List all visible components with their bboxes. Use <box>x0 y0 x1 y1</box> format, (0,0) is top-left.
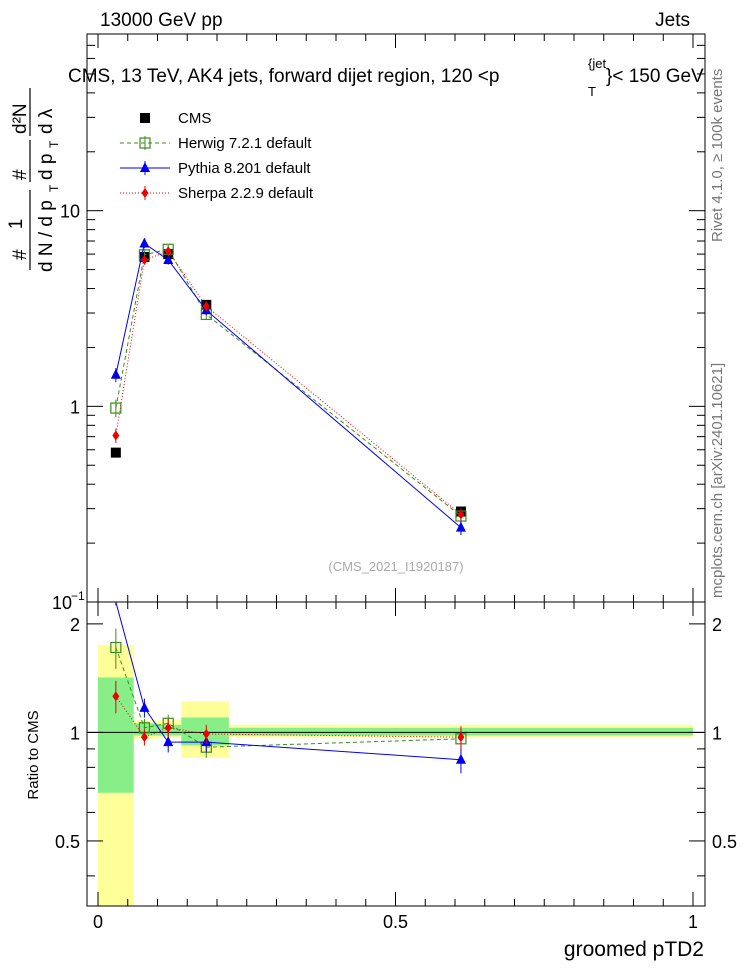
mcplots-label: mcplots.cern.ch [arXiv:2401.10621] <box>709 363 726 598</box>
ratio-tick-label: 2 <box>70 615 80 635</box>
ratio-tick-label-right: 0.5 <box>712 832 737 852</box>
series-1 <box>110 243 467 523</box>
title-main: CMS, 13 TeV, AK4 jets, forward dijet reg… <box>68 66 499 87</box>
y-tick-label: 10 <box>60 202 80 222</box>
data-point <box>110 447 121 458</box>
x-tick-label: 0.5 <box>383 912 408 932</box>
legend-label: Sherpa 2.2.9 default <box>178 185 314 202</box>
ytitle-frac-num: 1 <box>6 219 27 230</box>
data-point <box>139 237 150 248</box>
ytitle-lambda: d λ <box>36 108 57 134</box>
data-point <box>455 521 466 532</box>
data-point <box>457 509 465 520</box>
ytitle-deriv-num: d²N <box>10 103 31 134</box>
ratio-point <box>457 732 465 743</box>
series-3 <box>112 246 465 521</box>
ratio-tick-label: 0.5 <box>55 832 80 852</box>
data-point <box>164 246 172 257</box>
y-tick-label: 10 <box>52 593 72 613</box>
legend-entry: Pythia 8.201 default <box>120 160 311 177</box>
series-line <box>115 242 462 528</box>
ratio-point <box>163 736 174 747</box>
data-point <box>140 254 148 265</box>
header-tag: Jets <box>655 10 690 31</box>
legend-label: Herwig 7.2.1 default <box>178 135 312 152</box>
ratio-point <box>455 753 466 764</box>
x-tick-label: 0 <box>93 912 103 932</box>
legend-entry: Sherpa 2.2.9 default <box>120 185 314 202</box>
legend-entry: CMS <box>140 110 211 127</box>
data-point <box>163 253 174 264</box>
ratio-point <box>140 732 148 743</box>
ratio-tick-label-right: 1 <box>712 723 722 743</box>
data-point <box>202 301 210 312</box>
y-tick-label: 1 <box>70 397 80 417</box>
title-tail: }< 150 GeV <box>606 66 704 87</box>
ytitle-frac-den: d N / d p <box>36 200 57 272</box>
ratio-series-0 <box>110 628 467 758</box>
title-subscript: T <box>588 84 596 99</box>
plot-title: CMS, 13 TeV, AK4 jets, forward dijet reg… <box>68 56 704 99</box>
ytitle-hash-a: # <box>10 249 31 260</box>
data-point <box>112 430 120 441</box>
ratio-tick-label-right: 2 <box>712 615 722 635</box>
ratio-point <box>139 701 150 712</box>
ratio-axis-title: Ratio to CMS <box>25 710 42 799</box>
title-superscript: {jet <box>588 56 606 71</box>
ratio-line <box>115 647 461 748</box>
legend-label: Pythia 8.201 default <box>178 160 311 177</box>
ratio-point <box>112 691 120 702</box>
ratio-series-2 <box>112 680 465 749</box>
ratio-bands <box>87 644 705 906</box>
ratio-point <box>164 722 172 733</box>
y-tick-exponent: −1 <box>71 589 85 603</box>
data-point <box>110 368 121 379</box>
ratio-point <box>202 728 210 739</box>
ytitle-sub-a: T <box>47 184 61 192</box>
series-0 <box>110 249 466 517</box>
legend-label: CMS <box>178 110 211 127</box>
y-axis-title: # 1 d N / d p T # d p T d²N d λ <box>6 88 61 272</box>
data-point <box>110 402 122 414</box>
legend-marker <box>141 188 149 198</box>
x-tick-label: 1 <box>688 912 698 932</box>
x-axis-title: groomed pTD2 <box>564 938 704 961</box>
rivet-label: Rivet 4.1.0, ≥ 100k events <box>709 69 726 242</box>
legend-marker <box>140 113 150 123</box>
ytitle-sub-b: T <box>47 140 61 148</box>
ytitle-deriv-den: d p <box>36 154 57 180</box>
series-line <box>115 248 462 517</box>
legend-marker <box>139 137 151 149</box>
header-process: 13000 GeV pp <box>100 10 223 31</box>
legend: CMS Herwig 7.2.1 default Pythia 8.201 defa… <box>120 110 314 202</box>
ratio-tick-label: 1 <box>70 723 80 743</box>
ratio-frame <box>86 601 706 907</box>
data-marks <box>110 237 467 774</box>
ytitle-hash-b: # <box>10 169 31 180</box>
ratio-series-1 <box>115 601 466 774</box>
ratio-point <box>110 641 122 654</box>
legend-entry: Herwig 7.2.1 default <box>120 135 312 152</box>
series-2 <box>110 237 466 536</box>
legend-marker <box>140 162 150 172</box>
analysis-watermark: (CMS_2021_I1920187) <box>328 559 463 574</box>
